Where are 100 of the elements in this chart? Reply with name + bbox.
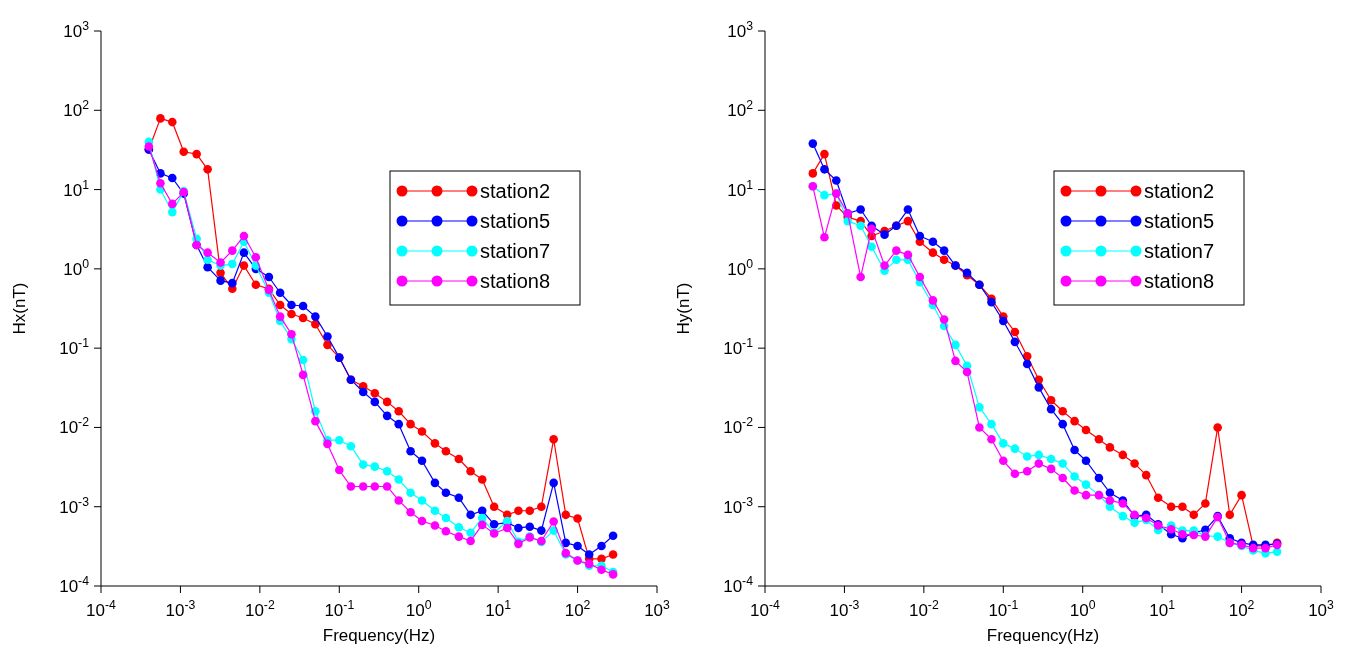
point xyxy=(251,280,261,290)
point xyxy=(597,565,606,575)
point xyxy=(820,190,829,200)
point xyxy=(561,510,571,520)
point xyxy=(1213,532,1222,541)
point xyxy=(1034,383,1044,392)
point xyxy=(987,434,996,444)
point xyxy=(382,482,392,491)
point xyxy=(168,173,177,183)
point xyxy=(1070,416,1079,426)
y-tick-label: 10$^{-3}$ xyxy=(723,494,754,517)
point xyxy=(928,248,938,257)
point xyxy=(1213,423,1222,432)
y-tick-label: 10$^{-3}$ xyxy=(59,494,90,517)
point xyxy=(203,262,212,272)
point xyxy=(1058,419,1068,429)
point xyxy=(998,439,1008,448)
point xyxy=(820,233,829,242)
point xyxy=(998,456,1008,466)
x-tick-label: 10$^{1}$ xyxy=(485,598,512,620)
point xyxy=(1022,452,1032,461)
legend-label: station8 xyxy=(1144,270,1215,292)
point xyxy=(394,419,404,429)
point xyxy=(192,149,201,159)
point xyxy=(962,367,972,377)
point xyxy=(808,169,818,178)
point xyxy=(466,528,475,538)
point xyxy=(216,268,225,278)
point xyxy=(903,250,913,260)
point xyxy=(370,462,380,471)
point xyxy=(417,427,427,436)
x-tick-label: 10$^{-1}$ xyxy=(988,598,1019,620)
point xyxy=(489,502,499,512)
point xyxy=(370,482,380,491)
point xyxy=(1178,529,1187,539)
point xyxy=(1034,459,1044,468)
point xyxy=(1046,464,1056,474)
y-axis-title: Hx(nT) xyxy=(10,282,29,335)
point xyxy=(228,246,237,255)
x-tick-label: 10$^{-2}$ xyxy=(244,598,275,620)
point xyxy=(334,435,344,445)
point xyxy=(939,246,949,255)
point xyxy=(1141,470,1151,480)
point xyxy=(608,531,618,541)
point xyxy=(370,397,380,407)
point xyxy=(820,149,829,159)
x-tick-label: 10$^{3}$ xyxy=(644,598,671,620)
point xyxy=(939,255,949,265)
point xyxy=(1201,499,1210,508)
point xyxy=(1081,425,1091,435)
point xyxy=(537,526,546,535)
point xyxy=(537,502,546,512)
point xyxy=(1081,480,1091,489)
point xyxy=(430,521,440,530)
point xyxy=(275,288,285,298)
legend-label: station2 xyxy=(1144,180,1215,202)
x-tick-label: 10$^{0}$ xyxy=(1069,598,1096,620)
point xyxy=(441,526,451,536)
legend-label: station7 xyxy=(480,240,551,262)
point xyxy=(239,248,249,257)
point xyxy=(525,506,535,516)
point xyxy=(892,255,901,265)
point xyxy=(1237,490,1246,500)
point xyxy=(346,441,356,451)
point xyxy=(856,272,865,282)
point xyxy=(856,221,865,231)
y-tick-label: 10$^{-1}$ xyxy=(723,336,754,359)
point xyxy=(1166,502,1176,512)
x-tick-label: 10$^{-3}$ xyxy=(829,598,860,620)
point xyxy=(239,261,249,270)
point xyxy=(597,554,606,564)
point xyxy=(298,355,308,365)
point xyxy=(346,482,356,491)
point xyxy=(406,488,415,498)
point xyxy=(441,513,451,523)
point xyxy=(477,520,487,530)
point xyxy=(358,460,368,469)
y-tick-label: 10$^{1}$ xyxy=(63,177,90,200)
point xyxy=(915,231,925,241)
point xyxy=(477,506,487,516)
point xyxy=(1130,459,1139,468)
point xyxy=(939,315,949,324)
point xyxy=(1178,502,1187,512)
point xyxy=(168,117,177,127)
point xyxy=(287,309,296,319)
legend-label: station2 xyxy=(480,180,551,202)
x-tick-label: 10$^{2}$ xyxy=(564,598,591,620)
point xyxy=(1081,456,1091,466)
point xyxy=(1046,404,1056,414)
legend-label: station8 xyxy=(480,270,551,292)
point xyxy=(323,332,332,341)
legend-label: station5 xyxy=(1144,210,1215,232)
point xyxy=(287,329,296,339)
x-axis-title: Frequency(Hz) xyxy=(986,626,1100,645)
point xyxy=(417,496,427,505)
point xyxy=(394,496,404,505)
point xyxy=(987,419,996,429)
point xyxy=(1010,469,1020,479)
point xyxy=(394,406,404,416)
point xyxy=(514,506,523,516)
